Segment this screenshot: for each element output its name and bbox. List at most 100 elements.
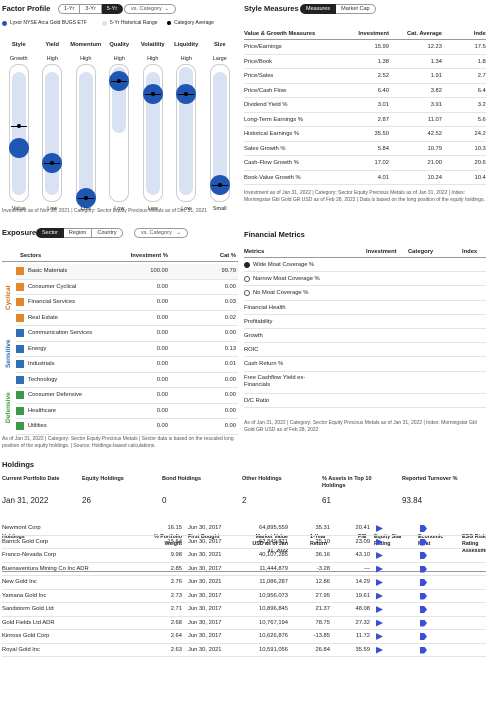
table-row[interactable]: Sandstorm Gold Ltd 2.71 Jun 30, 2017 10,896…: [2, 603, 486, 617]
measure-name: Price/Cash Flow: [244, 87, 287, 94]
holding-name[interactable]: Royal Gold Inc: [2, 646, 41, 653]
summary-label: % Assets in Top 10 Holdings: [322, 476, 372, 489]
factor-col-bottom: Value: [11, 206, 26, 212]
legend-category: Category Average: [174, 20, 214, 26]
table-row: Real Estate 0.00 0.02: [16, 311, 238, 326]
holding-name[interactable]: Newmont Corp: [2, 525, 41, 531]
holding-first-bought: Jun 30, 2017: [188, 592, 222, 599]
tab-sector[interactable]: Sector: [36, 228, 64, 238]
measure-cat-average: 12.23: [427, 44, 442, 50]
tab-3yr[interactable]: 3-Yr: [80, 4, 102, 14]
table-row: Price/Earnings 15.99 12.23 17.59: [244, 40, 486, 55]
sector-category: 0.02: [224, 314, 236, 321]
table-row: Healthcare 0.00 0.00: [16, 404, 238, 419]
factor-profile-title: Factor Profile: [2, 4, 51, 13]
table-row[interactable]: Franco-Nevada Corp 9.98 Jun 30, 2021 40,107…: [2, 549, 486, 563]
holding-name[interactable]: Kinross Gold Corp: [2, 633, 50, 639]
table-row[interactable]: Kinross Gold Corp 2.64 Jun 30, 2017 10,626,…: [2, 630, 486, 644]
table-row: Cash-Flow Growth % 17.02 21.00 20.66: [244, 156, 486, 171]
table-row: ROIC: [244, 343, 486, 358]
moat-rating-icon[interactable]: [420, 606, 427, 613]
legend-fund: Lyxor NYSE Arca Gold BUGS ETF: [10, 20, 87, 26]
tab-market-cap[interactable]: Market Cap: [336, 4, 376, 14]
star-rating-icon[interactable]: [376, 538, 383, 546]
table-row[interactable]: Gold Fields Ltd ADR 2.68 Jun 30, 2017 10,76…: [2, 617, 486, 630]
financial-note: As of Jan 31, 2022 | Category: Sector Eq…: [244, 420, 477, 433]
factor-col-name: Momentum: [70, 42, 102, 48]
measure-name: Dividend Yield %: [244, 102, 288, 108]
moat-rating-icon[interactable]: [420, 565, 427, 573]
sector-icon: [16, 298, 24, 306]
star-rating-icon[interactable]: [376, 633, 383, 640]
holding-name[interactable]: Sandstorm Gold Ltd: [2, 606, 54, 612]
holding-market-value: 10,896,845: [258, 606, 288, 612]
holding-pe: 14.29: [355, 579, 370, 585]
tab-country[interactable]: Country: [92, 228, 123, 238]
tab-1yr[interactable]: 1-Yr: [58, 4, 81, 14]
holding-first-bought: Jun 30, 2017: [188, 525, 222, 531]
holding-name[interactable]: Barrick Gold Corp: [2, 538, 49, 545]
table-row: Basic Materials 100.00 99.79: [16, 264, 238, 280]
metric-name: Wide Moat Coverage %: [253, 262, 315, 268]
factor-range-bar: [78, 72, 93, 196]
holding-name[interactable]: Buenaventura Mining Co Inc ADR: [2, 565, 89, 572]
factor-profile-panel: Factor Profile 1-Yr 3-Yr 5-Yr vs. Catego…: [2, 4, 236, 220]
legend-range: 5-Yr Historical Range: [110, 20, 158, 26]
metric-name: Cash Return %: [244, 361, 284, 368]
factor-compare-dropdown[interactable]: vs. Category ⌄: [124, 4, 176, 14]
measure-index: 6.43: [477, 87, 486, 94]
star-rating-icon[interactable]: [376, 565, 383, 573]
tab-measures[interactable]: Measures: [300, 4, 337, 14]
table-row[interactable]: Yamana Gold Inc 2.73 Jun 30, 2017 10,956,07…: [2, 590, 486, 603]
moat-rating-icon[interactable]: [420, 538, 427, 546]
table-row: Price/Book 1.38 1.34 1.81: [244, 55, 486, 69]
table-row: No Moat Coverage %: [244, 286, 486, 301]
table-row[interactable]: Buenaventura Mining Co Inc ADR 2.85 Jun 30…: [2, 563, 486, 576]
tab-region[interactable]: Region: [63, 228, 93, 238]
sector-investment: 0.00: [156, 392, 168, 398]
tab-5yr[interactable]: 5-Yr: [101, 4, 124, 14]
table-row: Utilities 0.00 0.00: [16, 419, 238, 435]
table-row[interactable]: New Gold Inc 2.76 Jun 30, 2021 11,086,287 12…: [2, 576, 486, 590]
summary-value: 2: [242, 496, 247, 505]
table-row[interactable]: Newmont Corp 16.15 Jun 30, 2017 64,895,559 3…: [2, 522, 486, 536]
star-rating-icon[interactable]: [376, 579, 383, 586]
factor-col-name: Volatility: [140, 42, 165, 48]
factor-col-top: High: [180, 56, 192, 62]
holding-name[interactable]: New Gold Inc: [2, 579, 37, 585]
star-rating-icon[interactable]: [376, 606, 383, 613]
table-row: Industrials 0.00 0.01: [16, 357, 238, 373]
table-row: Communication Services 0.00 0.00: [16, 326, 238, 342]
exposure-compare-dropdown[interactable]: vs. Category ⌄: [134, 228, 188, 238]
holding-weight: 16.15: [167, 525, 182, 531]
moat-rating-icon[interactable]: [420, 552, 427, 559]
chevron-down-icon: ⌄: [176, 230, 181, 236]
holding-name[interactable]: Yamana Gold Inc: [2, 592, 47, 599]
holding-weight: 2.71: [170, 606, 182, 612]
star-rating-icon[interactable]: [376, 619, 383, 627]
group-cyclical-label: Cyclical: [5, 285, 12, 310]
moat-rating-icon[interactable]: [420, 579, 427, 586]
moat-rating-icon[interactable]: [420, 592, 427, 600]
moat-rating-icon[interactable]: [420, 646, 427, 654]
holding-name[interactable]: Gold Fields Ltd ADR: [2, 619, 55, 626]
holdings-table-body: Newmont Corp 16.15 Jun 30, 2017 64,895,559 3…: [2, 525, 486, 720]
holding-weight: 2.63: [170, 646, 182, 653]
factor-col-name: Yield: [45, 42, 60, 48]
table-row[interactable]: Barrick Gold Corp 15.64 Jun 30, 2017 62,849…: [2, 536, 486, 549]
factor-category-marker: [217, 183, 222, 188]
star-rating-icon[interactable]: [376, 525, 383, 532]
moat-rating-icon[interactable]: [420, 525, 427, 532]
moat-rating-icon[interactable]: [420, 619, 427, 627]
star-rating-icon[interactable]: [376, 552, 383, 559]
summary-label: Bond Holdings: [162, 476, 202, 482]
star-rating-icon[interactable]: [376, 646, 383, 654]
measure-investment: 17.02: [374, 160, 389, 166]
measure-index: 17.59: [474, 44, 486, 50]
table-row[interactable]: Royal Gold Inc 2.63 Jun 30, 2021 10,591,056…: [2, 644, 486, 657]
holdings-summary: Current Portfolio Date Jan 31, 2022 Equity…: [2, 476, 486, 508]
measure-name: Price/Sales: [244, 73, 274, 79]
holding-name[interactable]: Franco-Nevada Corp: [2, 552, 57, 558]
moat-rating-icon[interactable]: [420, 633, 427, 640]
star-rating-icon[interactable]: [376, 592, 383, 600]
